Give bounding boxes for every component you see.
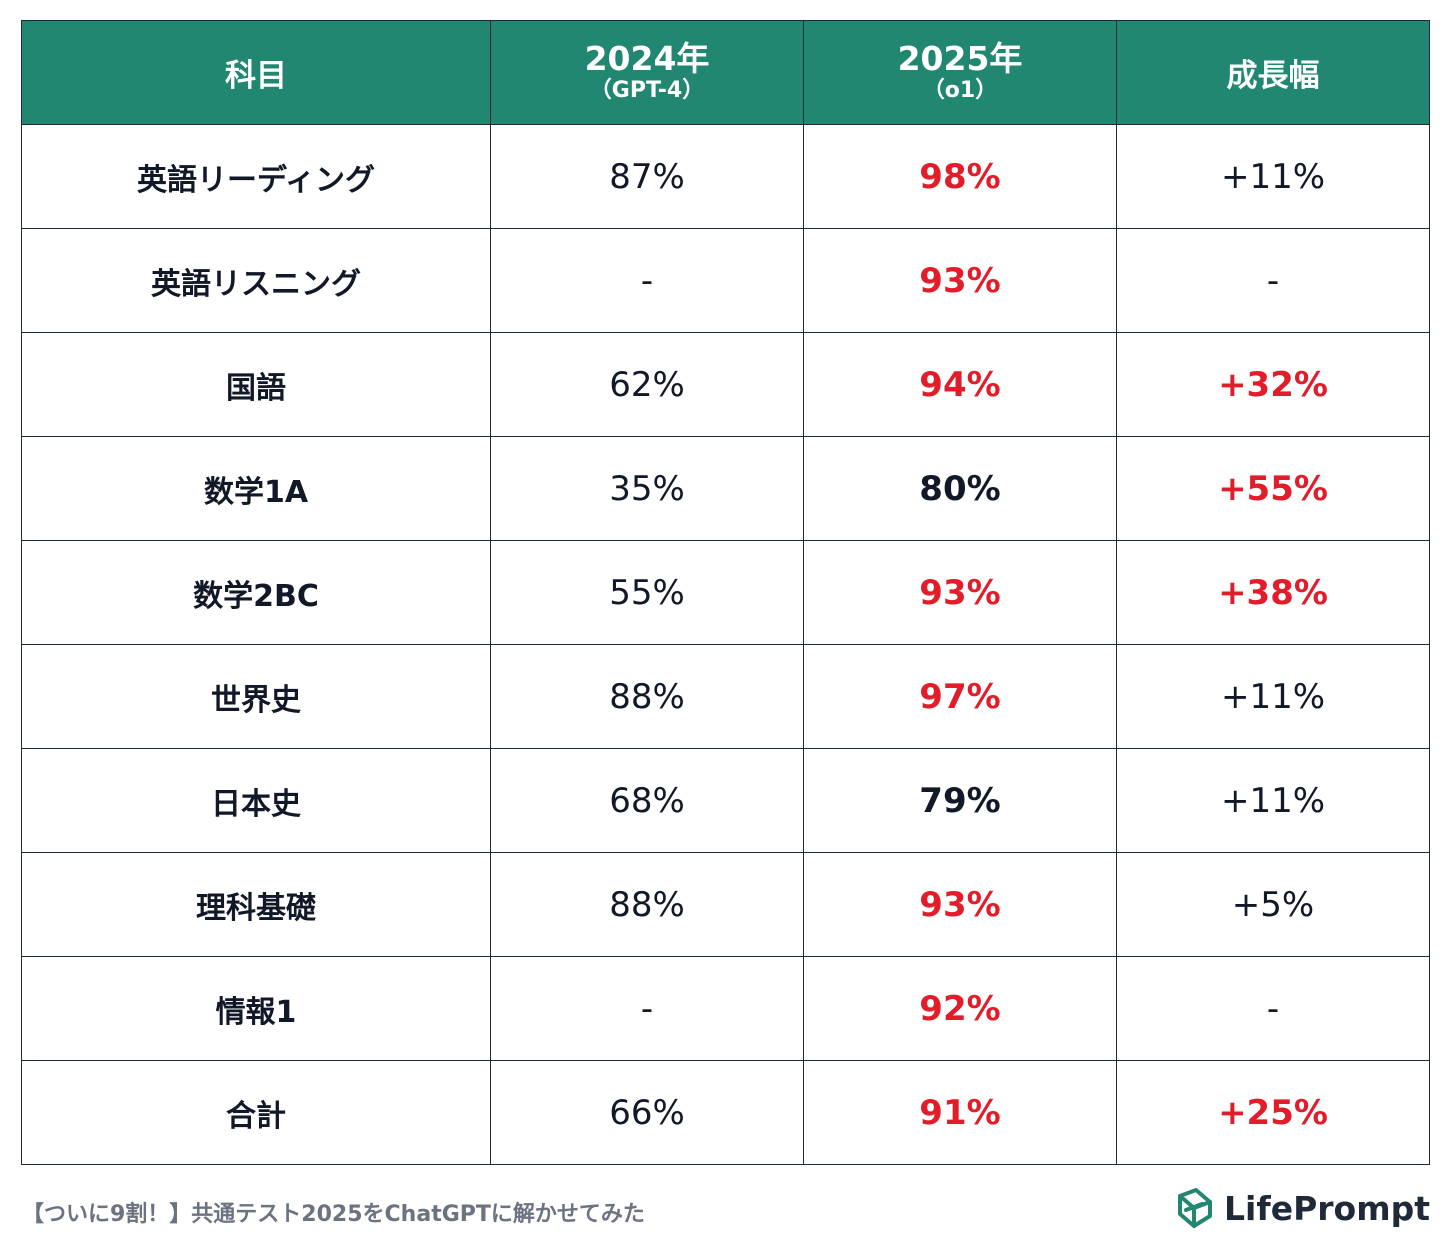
header-2024-label: 2024年 xyxy=(584,38,710,78)
header-2024: 2024年 （GPT-4） xyxy=(490,20,804,125)
brand-name: LifePrompt xyxy=(1224,1188,1430,1228)
table-body: 英語リーディング 87% 98% +11% 英語リスニング -93% - 国語 62% 94% +3… xyxy=(21,124,1430,1165)
brand-logo: LifePrompt xyxy=(1172,1186,1430,1230)
cell-2024: 62% xyxy=(490,332,804,437)
cell-subject: 国語 xyxy=(21,332,491,437)
score-table: 科目 2024年 （GPT-4） 2025年 （o1） 成長幅 英語リーディング… xyxy=(21,20,1430,1165)
cell-2025: 93% xyxy=(803,540,1117,645)
cell-subject: 合計 xyxy=(21,1060,491,1165)
cell-subject: 情報1 xyxy=(21,956,491,1061)
cell-subject: 数学1A xyxy=(21,436,491,541)
cell-subject: 英語リーディング xyxy=(21,124,491,229)
table-row: 国語 62% 94% +32% xyxy=(21,332,1430,437)
cell-growth: - xyxy=(1116,956,1430,1061)
header-2024-sublabel: （GPT-4） xyxy=(589,77,705,103)
cell-2025: 91% xyxy=(803,1060,1117,1165)
cell-growth: +38% xyxy=(1116,540,1430,645)
cell-growth: +5% xyxy=(1116,852,1430,957)
cell-2024: - xyxy=(490,956,804,1061)
cell-2024: 88% xyxy=(490,644,804,749)
cell-growth: +11% xyxy=(1116,124,1430,229)
header-growth: 成長幅 xyxy=(1116,20,1430,125)
cell-growth: +11% xyxy=(1116,748,1430,853)
footer-title: 【ついに9割！】共通テスト2025をChatGPTに解かせてみた xyxy=(22,1202,645,1227)
table-row: 情報1-92% - xyxy=(21,956,1430,1061)
table-row: 英語リーディング 87% 98% +11% xyxy=(21,124,1430,229)
table-row: 理科基礎 88% 93% +5% xyxy=(21,852,1430,957)
cell-2024: - xyxy=(490,228,804,333)
header-row: 科目 2024年 （GPT-4） 2025年 （o1） 成長幅 xyxy=(21,20,1430,125)
header-subject: 科目 xyxy=(21,20,491,125)
cell-2024: 68% xyxy=(490,748,804,853)
cell-subject: 日本史 xyxy=(21,748,491,853)
table-row: 合計 66% 91% +25% xyxy=(21,1060,1430,1165)
cell-2025: 97% xyxy=(803,644,1117,749)
cell-2025: 93% xyxy=(803,228,1117,333)
cell-subject: 英語リスニング xyxy=(21,228,491,333)
cell-2025: 79% xyxy=(803,748,1117,853)
table-row: 日本史 68% 79% +11% xyxy=(21,748,1430,853)
header-subject-label: 科目 xyxy=(225,58,287,94)
cell-subject: 世界史 xyxy=(21,644,491,749)
table-row: 数学1A 35% 80% +55% xyxy=(21,436,1430,541)
cell-subject: 理科基礎 xyxy=(21,852,491,957)
cell-growth: - xyxy=(1116,228,1430,333)
cell-2025: 98% xyxy=(803,124,1117,229)
cell-2025: 93% xyxy=(803,852,1117,957)
cell-2024: 88% xyxy=(490,852,804,957)
cell-2025: 92% xyxy=(803,956,1117,1061)
cell-2024: 87% xyxy=(490,124,804,229)
cell-2025: 80% xyxy=(803,436,1117,541)
cell-2025: 94% xyxy=(803,332,1117,437)
header-growth-label: 成長幅 xyxy=(1226,58,1320,94)
cell-2024: 66% xyxy=(490,1060,804,1165)
table-row: 数学2BC 55% 93% +38% xyxy=(21,540,1430,645)
header-2025: 2025年 （o1） xyxy=(803,20,1117,125)
table-row: 世界史 88% 97% +11% xyxy=(21,644,1430,749)
lifeprompt-logo-icon xyxy=(1178,1188,1212,1228)
header-2025-sublabel: （o1） xyxy=(922,77,998,103)
cell-growth: +55% xyxy=(1116,436,1430,541)
cell-growth: +11% xyxy=(1116,644,1430,749)
cell-subject: 数学2BC xyxy=(21,540,491,645)
table-row: 英語リスニング -93% - xyxy=(21,228,1430,333)
cell-2024: 55% xyxy=(490,540,804,645)
cell-2024: 35% xyxy=(490,436,804,541)
header-2025-label: 2025年 xyxy=(897,38,1023,78)
cell-growth: +32% xyxy=(1116,332,1430,437)
cell-growth: +25% xyxy=(1116,1060,1430,1165)
